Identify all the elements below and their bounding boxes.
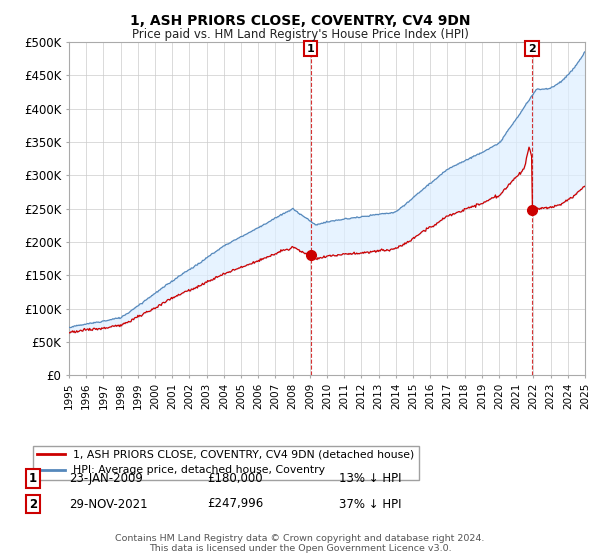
Text: 29-NOV-2021: 29-NOV-2021 bbox=[69, 497, 148, 511]
Text: 1: 1 bbox=[307, 44, 314, 54]
Legend: 1, ASH PRIORS CLOSE, COVENTRY, CV4 9DN (detached house), HPI: Average price, det: 1, ASH PRIORS CLOSE, COVENTRY, CV4 9DN (… bbox=[33, 446, 419, 480]
Text: £180,000: £180,000 bbox=[207, 472, 263, 486]
Text: Price paid vs. HM Land Registry's House Price Index (HPI): Price paid vs. HM Land Registry's House … bbox=[131, 28, 469, 41]
Text: 2: 2 bbox=[29, 497, 37, 511]
Text: 1, ASH PRIORS CLOSE, COVENTRY, CV4 9DN: 1, ASH PRIORS CLOSE, COVENTRY, CV4 9DN bbox=[130, 14, 470, 28]
Text: 37% ↓ HPI: 37% ↓ HPI bbox=[339, 497, 401, 511]
Text: 2: 2 bbox=[528, 44, 536, 54]
Text: Contains HM Land Registry data © Crown copyright and database right 2024.
This d: Contains HM Land Registry data © Crown c… bbox=[115, 534, 485, 553]
Text: £247,996: £247,996 bbox=[207, 497, 263, 511]
Text: 23-JAN-2009: 23-JAN-2009 bbox=[69, 472, 143, 486]
Text: 1: 1 bbox=[29, 472, 37, 486]
Text: 13% ↓ HPI: 13% ↓ HPI bbox=[339, 472, 401, 486]
